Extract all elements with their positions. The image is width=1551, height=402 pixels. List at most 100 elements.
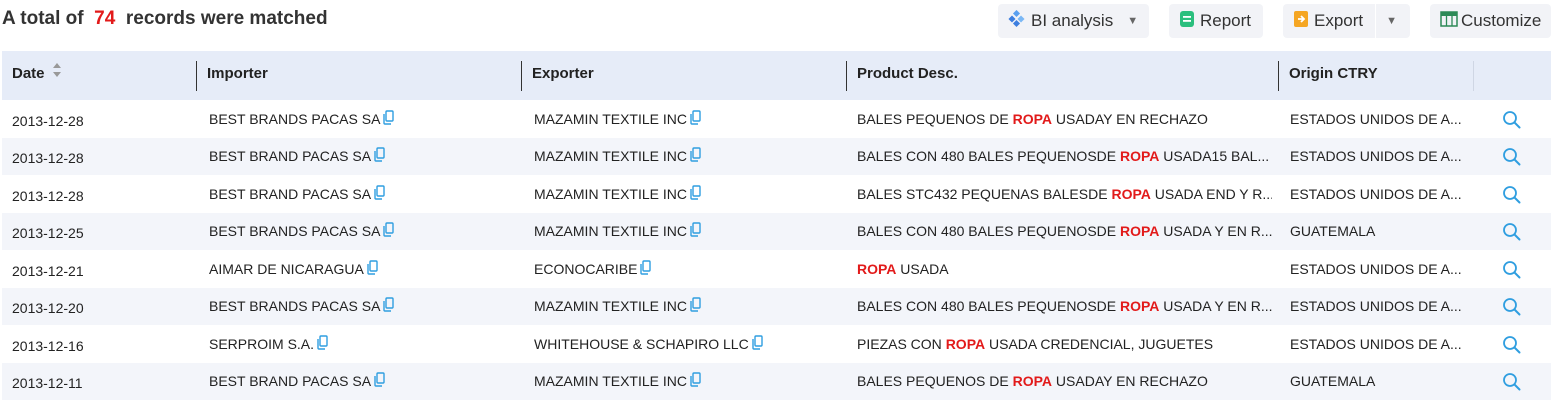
search-icon[interactable] [1502,185,1521,209]
search-icon[interactable] [1502,335,1521,359]
search-icon[interactable] [1502,110,1521,134]
export-icon [1293,10,1309,33]
search-icon[interactable] [1502,147,1521,171]
copy-icon[interactable] [752,327,763,363]
importer-name[interactable]: BEST BRAND PACAS SA [209,148,372,164]
exporter-name[interactable]: ECONOCARIBE [534,261,638,277]
results-summary: A total of 74 records were matched [2,6,328,32]
origin-cell: ESTADOS UNIDOS DE A... [1290,261,1462,277]
copy-icon[interactable] [690,214,701,250]
column-divider[interactable] [521,61,522,91]
exporter-cell: WHITEHOUSE & SCHAPIRO LLC [534,326,763,363]
customize-button[interactable]: Customize [1430,4,1551,38]
copy-icon[interactable] [690,177,701,213]
column-date[interactable]: Date [12,51,62,100]
importer-cell: BEST BRAND PACAS SA [209,176,385,213]
exporter-name[interactable]: MAZAMIN TEXTILE INC [534,111,687,127]
copy-icon[interactable] [383,102,395,138]
importer-name[interactable]: AIMAR DE NICARAGUA [209,261,364,277]
search-icon[interactable] [1502,260,1521,284]
importer-name[interactable]: BEST BRAND PACAS SA [209,373,372,389]
importer-name[interactable]: BEST BRANDS PACAS SA [209,223,381,239]
exporter-name[interactable]: MAZAMIN TEXTILE INC [534,298,687,314]
copy-icon[interactable] [374,364,385,400]
bi-analysis-button[interactable]: BI analysis ▼ [998,4,1149,38]
record-count: 74 [94,8,116,29]
importer-cell: BEST BRAND PACAS SA [209,138,385,175]
origin-cell: ESTADOS UNIDOS DE A... [1290,298,1462,314]
importer-name[interactable]: BEST BRANDS PACAS SA [209,298,381,314]
date-cell: 2013-12-28 [12,113,84,129]
importer-cell: BEST BRAND PACAS SA [209,363,385,400]
table-row: 2013-12-28 BEST BRAND PACAS SA MAZAMIN T… [2,138,1551,175]
search-icon[interactable] [1502,372,1521,396]
table-row: 2013-12-11 BEST BRAND PACAS SA MAZAMIN T… [2,363,1551,400]
desc-text: USADA Y EN R... [1159,298,1272,314]
product-desc-cell: PIEZAS CON ROPA USADA CREDENCIAL, JUGUET… [857,326,1272,363]
exporter-name[interactable]: MAZAMIN TEXTILE INC [534,186,687,202]
export-divider [1375,4,1377,38]
export-button[interactable]: Export ▼ [1283,4,1410,38]
desc-keyword-highlight: ROPA [945,336,986,352]
product-desc-cell: BALES CON 480 BALES PEQUENOSDE ROPA USAD… [857,288,1272,325]
importer-cell: SERPROIM S.A. [209,326,328,363]
date-cell: 2013-12-11 [12,375,83,391]
report-button[interactable]: Report [1169,4,1263,38]
copy-icon[interactable] [640,252,652,288]
column-origin: Origin CTRY [1289,65,1378,82]
column-divider[interactable] [196,61,197,91]
copy-icon[interactable] [374,139,385,175]
column-divider[interactable] [846,61,847,91]
date-cell: 2013-12-28 [12,150,84,166]
chevron-down-icon: ▼ [1127,15,1139,27]
desc-text: USADAY EN RECHAZO [1052,373,1208,389]
copy-icon[interactable] [690,289,701,325]
product-desc-cell: BALES PEQUENOS DE ROPA USADAY EN RECHAZO [857,101,1272,138]
exporter-name[interactable]: MAZAMIN TEXTILE INC [534,223,687,239]
column-date-label: Date [12,65,45,82]
product-desc-cell: ROPA USADA [857,251,1272,288]
copy-icon[interactable] [383,289,395,325]
export-label: Export [1314,11,1364,30]
search-icon[interactable] [1502,297,1521,321]
copy-icon[interactable] [690,139,701,175]
copy-icon[interactable] [690,102,701,138]
exporter-cell: MAZAMIN TEXTILE INC [534,138,701,175]
desc-text: BALES CON 480 BALES PEQUENOSDE [857,223,1120,239]
exporter-name[interactable]: WHITEHOUSE & SCHAPIRO LLC [534,336,749,352]
copy-icon[interactable] [374,177,385,213]
importer-cell: BEST BRANDS PACAS SA [209,213,395,250]
copy-icon[interactable] [383,214,395,250]
importer-name[interactable]: BEST BRANDS PACAS SA [209,111,381,127]
export-dropdown-icon[interactable]: ▼ [1386,15,1398,27]
desc-keyword-highlight: ROPA [1120,298,1160,314]
column-divider [1473,61,1474,91]
date-cell: 2013-12-16 [12,338,84,354]
date-cell: 2013-12-25 [12,225,84,241]
summary-prefix: A total of [2,8,95,29]
desc-text: USADA Y EN R... [1159,223,1272,239]
table-row: 2013-12-28 BEST BRANDS PACAS SA MAZAMIN … [2,101,1551,138]
search-icon[interactable] [1502,222,1521,246]
column-divider[interactable] [1278,61,1279,91]
table-row: 2013-12-25 BEST BRANDS PACAS SA MAZAMIN … [2,213,1551,250]
customize-grid-icon [1440,10,1458,32]
desc-text: USADA [896,261,949,277]
exporter-cell: MAZAMIN TEXTILE INC [534,213,701,250]
exporter-cell: MAZAMIN TEXTILE INC [534,176,701,213]
copy-icon[interactable] [367,252,378,288]
desc-text: USADA CREDENCIAL, JUGUETES [985,336,1214,352]
date-cell: 2013-12-28 [12,188,84,204]
copy-icon[interactable] [317,327,328,363]
exporter-name[interactable]: MAZAMIN TEXTILE INC [534,148,687,164]
copy-icon[interactable] [690,364,701,400]
importer-name[interactable]: SERPROIM S.A. [209,336,315,352]
importer-name[interactable]: BEST BRAND PACAS SA [209,186,372,202]
origin-cell: ESTADOS UNIDOS DE A... [1290,111,1462,127]
desc-text: BALES STC432 PEQUENAS BALESDE [857,186,1112,202]
table-row: 2013-12-20 BEST BRANDS PACAS SA MAZAMIN … [2,288,1551,325]
desc-text: BALES CON 480 BALES PEQUENOSDE [857,148,1120,164]
product-desc-cell: BALES STC432 PEQUENAS BALESDE ROPA USADA… [857,176,1272,213]
sort-icon[interactable] [52,51,62,97]
exporter-name[interactable]: MAZAMIN TEXTILE INC [534,373,687,389]
